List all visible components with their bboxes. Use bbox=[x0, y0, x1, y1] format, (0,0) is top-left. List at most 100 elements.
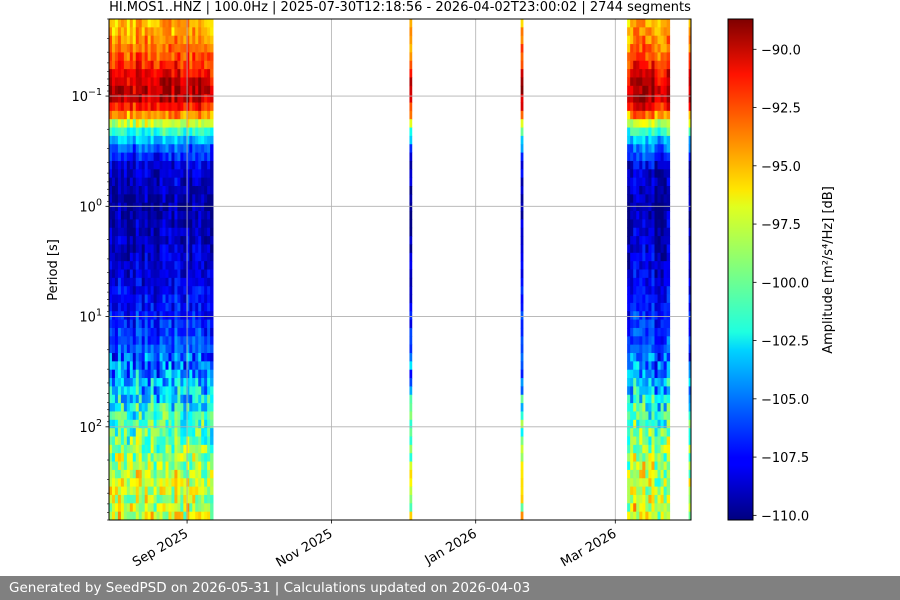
heatmap-cell bbox=[186, 419, 190, 429]
heatmap-cell bbox=[688, 261, 691, 270]
heatmap-cell bbox=[159, 227, 163, 237]
heatmap-cell bbox=[138, 60, 143, 70]
heatmap-cell bbox=[117, 202, 122, 212]
heatmap-cell bbox=[123, 60, 128, 70]
heatmap-cell bbox=[162, 302, 166, 312]
heatmap-cell bbox=[636, 94, 640, 103]
heatmap-cell bbox=[135, 269, 140, 279]
heatmap-cell bbox=[183, 503, 187, 513]
heatmap-cell bbox=[109, 286, 113, 295]
heatmap-cell bbox=[639, 453, 643, 462]
heatmap-cell bbox=[180, 494, 184, 504]
heatmap-cell bbox=[627, 503, 631, 513]
heatmap-cell bbox=[633, 252, 637, 262]
heatmap-cell bbox=[129, 277, 134, 287]
heatmap-cell bbox=[651, 336, 655, 346]
heatmap-cell bbox=[141, 361, 146, 371]
heatmap-cell bbox=[156, 419, 160, 429]
heatmap-cell bbox=[520, 361, 524, 371]
heatmap-cell bbox=[174, 302, 178, 312]
heatmap-cell bbox=[636, 144, 640, 153]
heatmap-cell bbox=[189, 219, 193, 229]
heatmap-cell bbox=[645, 344, 649, 354]
heatmap-cell bbox=[204, 52, 208, 62]
heatmap-cell bbox=[192, 277, 196, 287]
heatmap-cell bbox=[138, 102, 143, 112]
heatmap-cell bbox=[520, 277, 524, 287]
heatmap-cell bbox=[207, 244, 211, 254]
heatmap-cell bbox=[657, 319, 661, 329]
heatmap-cell bbox=[198, 44, 202, 53]
heatmap-cell bbox=[195, 160, 199, 170]
heatmap-cell bbox=[174, 135, 178, 145]
heatmap-cell bbox=[630, 94, 634, 103]
heatmap-cell bbox=[207, 35, 211, 45]
heatmap-cell bbox=[132, 511, 137, 520]
heatmap-cell bbox=[192, 85, 196, 95]
heatmap-cell bbox=[520, 336, 524, 346]
heatmap-cell bbox=[627, 152, 631, 162]
heatmap-cell bbox=[162, 152, 166, 162]
heatmap-cell bbox=[189, 277, 193, 287]
heatmap-cell bbox=[642, 503, 646, 513]
heatmap-cell bbox=[174, 52, 178, 62]
heatmap-cell bbox=[147, 202, 152, 212]
heatmap-cell bbox=[129, 511, 134, 520]
heatmap-cell bbox=[630, 227, 634, 237]
heatmap-cell bbox=[636, 461, 640, 471]
heatmap-cell bbox=[114, 444, 119, 454]
heatmap-cell bbox=[688, 244, 691, 254]
heatmap-cell bbox=[520, 144, 524, 153]
heatmap-cell bbox=[171, 77, 175, 87]
heatmap-cell bbox=[630, 344, 634, 354]
heatmap-cell bbox=[171, 236, 175, 245]
heatmap-cell bbox=[126, 144, 131, 153]
heatmap-cell bbox=[630, 27, 634, 37]
heatmap-cell bbox=[109, 152, 113, 162]
heatmap-cell bbox=[639, 319, 643, 329]
heatmap-cell bbox=[633, 27, 637, 37]
heatmap-cell bbox=[135, 302, 140, 312]
heatmap-cell bbox=[109, 60, 113, 70]
heatmap-cell bbox=[639, 344, 643, 354]
heatmap-cell bbox=[207, 60, 211, 70]
heatmap-cell bbox=[162, 369, 166, 379]
heatmap-cell bbox=[192, 369, 196, 379]
heatmap-cell bbox=[660, 461, 665, 471]
heatmap-cell bbox=[630, 19, 634, 28]
heatmap-cell bbox=[639, 261, 643, 270]
heatmap-cell bbox=[177, 411, 181, 421]
heatmap-cell bbox=[120, 486, 125, 496]
heatmap-cell bbox=[177, 244, 181, 254]
heatmap-cell bbox=[210, 244, 214, 254]
heatmap-cell bbox=[165, 35, 169, 45]
heatmap-cell bbox=[153, 35, 157, 45]
heatmap-cell bbox=[109, 336, 113, 346]
heatmap-cell bbox=[168, 469, 172, 479]
heatmap-cell bbox=[651, 244, 655, 254]
heatmap-cell bbox=[654, 453, 658, 462]
heatmap-cell bbox=[657, 419, 661, 429]
heatmap-cell bbox=[147, 60, 152, 70]
heatmap-cell bbox=[153, 294, 157, 304]
heatmap-cell bbox=[663, 378, 668, 387]
heatmap-cell bbox=[180, 419, 184, 429]
heatmap-cell bbox=[663, 311, 668, 320]
heatmap-cell bbox=[141, 386, 146, 396]
heatmap-cell bbox=[210, 52, 214, 62]
heatmap-cell bbox=[171, 69, 175, 78]
heatmap-cell bbox=[630, 494, 634, 504]
heatmap-cell bbox=[114, 269, 119, 279]
heatmap-cell bbox=[147, 319, 152, 329]
heatmap-cell bbox=[645, 478, 649, 487]
heatmap-cell bbox=[180, 186, 184, 195]
heatmap-cell bbox=[132, 302, 137, 312]
heatmap-cell bbox=[645, 378, 649, 387]
heatmap-cell bbox=[639, 127, 643, 137]
heatmap-cell bbox=[189, 436, 193, 446]
heatmap-cell bbox=[520, 194, 524, 204]
heatmap-cell bbox=[201, 344, 205, 354]
heatmap-cell bbox=[159, 135, 163, 145]
heatmap-cell bbox=[135, 186, 140, 195]
heatmap-cell bbox=[642, 469, 646, 479]
